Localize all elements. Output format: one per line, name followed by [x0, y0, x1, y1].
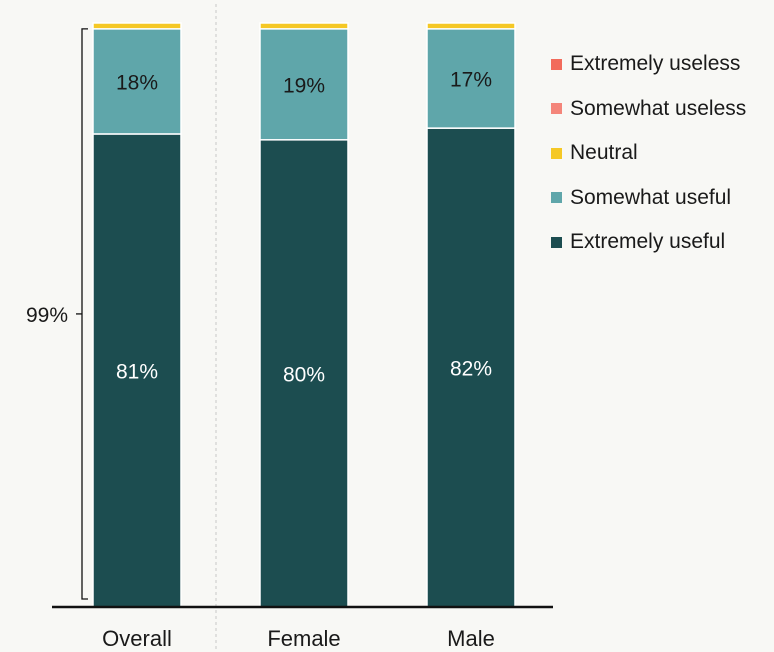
legend: Extremely useless Somewhat useless Neutral…	[551, 42, 746, 265]
bar-neutral-male	[426, 22, 516, 30]
data-label-somewhat-useful-male: 17%	[450, 68, 492, 91]
x-tick-label-male: Male	[447, 626, 495, 651]
legend-item-somewhat-useless: Somewhat useless	[551, 87, 746, 132]
bar-neutral-overall	[92, 22, 182, 30]
legend-swatch	[551, 147, 562, 159]
legend-swatch	[551, 192, 562, 204]
data-label-extremely-useful-male: 82%	[450, 358, 492, 381]
bar-somewhat-useful-male	[426, 28, 516, 129]
legend-item-somewhat-useful: Somewhat useful	[551, 176, 746, 221]
bar-somewhat-useful-overall	[92, 28, 182, 135]
legend-label: Extremely useful	[570, 230, 726, 254]
bar-neutral-female	[259, 22, 349, 30]
legend-label: Somewhat useful	[570, 185, 732, 209]
legend-swatch	[551, 58, 562, 70]
legend-item-extremely-useless: Extremely useless	[551, 42, 746, 87]
x-tick-label-overall: Overall	[102, 626, 172, 651]
legend-swatch	[551, 236, 562, 248]
legend-swatch	[551, 103, 562, 115]
data-label-somewhat-useful-female: 19%	[283, 74, 325, 97]
legend-item-extremely-useful: Extremely useful	[551, 220, 746, 265]
legend-label: Neutral	[570, 141, 638, 165]
legend-label: Extremely useless	[570, 52, 741, 76]
legend-item-neutral: Neutral	[551, 131, 746, 176]
bar-extremely-useful-male	[426, 127, 516, 608]
data-label-extremely-useful-female: 80%	[283, 363, 325, 386]
data-label-extremely-useful-overall: 81%	[116, 360, 158, 383]
legend-label: Somewhat useless	[570, 96, 747, 120]
bracket-label: 99%	[26, 304, 68, 327]
bracket	[81, 28, 88, 600]
data-label-somewhat-useful-overall: 18%	[116, 71, 158, 94]
bar-somewhat-useful-female	[259, 28, 349, 141]
x-tick-label-female: Female	[267, 626, 340, 651]
